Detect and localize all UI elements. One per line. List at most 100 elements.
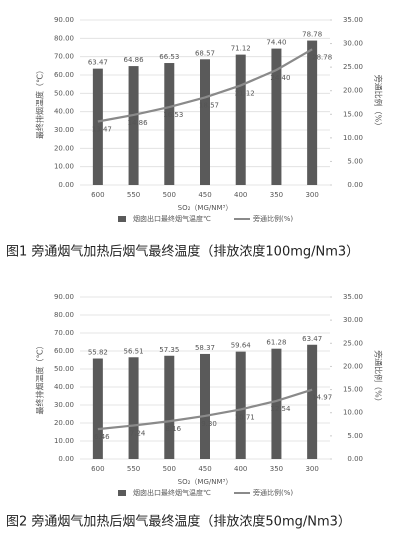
y2-tick-label: 0.00 bbox=[347, 181, 363, 189]
bar bbox=[200, 59, 210, 186]
bar-label: 66.53 bbox=[159, 53, 179, 61]
line-label: 8.16 bbox=[165, 425, 181, 433]
y2-axis-title: 旁通比例（%） bbox=[374, 350, 384, 406]
x-tick-label: 550 bbox=[127, 465, 140, 473]
x-tick-label: 500 bbox=[163, 465, 176, 473]
y-tick-label: 80.00 bbox=[54, 311, 74, 319]
x-tick-label: 500 bbox=[163, 191, 176, 199]
legend-label: 烟囱出口最终烟气温度℃ bbox=[133, 214, 211, 223]
line-label: 16.53 bbox=[163, 111, 183, 119]
y-tick-label: 30.00 bbox=[54, 126, 74, 134]
y-tick-label: 70.00 bbox=[54, 53, 74, 61]
bar-label: 57.35 bbox=[159, 346, 179, 354]
line-label: 18.57 bbox=[199, 101, 219, 109]
line bbox=[97, 388, 313, 431]
y-tick-label: 20.00 bbox=[54, 419, 74, 427]
line-label: 10.71 bbox=[235, 413, 255, 421]
bar-label: 59.64 bbox=[231, 342, 252, 350]
y2-tick-label: 5.00 bbox=[347, 157, 363, 165]
line-label: 14.86 bbox=[128, 119, 149, 127]
legend-label: 烟囱出口最终烟气温度℃ bbox=[133, 488, 211, 497]
y-tick-label: 90.00 bbox=[54, 293, 74, 301]
line-label: 12.54 bbox=[270, 405, 291, 413]
bar bbox=[92, 68, 103, 185]
legend-swatch bbox=[118, 216, 126, 222]
y2-tick-label: 25.00 bbox=[343, 63, 363, 71]
y2-tick-label: 10.00 bbox=[343, 134, 363, 142]
y2-tick-label: 30.00 bbox=[343, 316, 363, 324]
y-axis-title: 最终排烟温度（℃） bbox=[35, 66, 45, 139]
bar bbox=[235, 54, 246, 185]
bar-label: 74.40 bbox=[266, 39, 286, 47]
y-tick-label: 90.00 bbox=[54, 16, 74, 24]
line-label: 28.78 bbox=[312, 53, 332, 61]
line-label: 9.30 bbox=[201, 420, 217, 428]
y-tick-label: 50.00 bbox=[54, 89, 74, 97]
bar bbox=[307, 344, 318, 459]
x-tick-label: 350 bbox=[270, 191, 283, 199]
y2-tick-label: 15.00 bbox=[343, 110, 363, 118]
x-tick-label: 600 bbox=[91, 191, 104, 199]
x-tick-label: 350 bbox=[270, 465, 283, 473]
x-tick-label: 450 bbox=[198, 465, 211, 473]
x-axis-title: SO₂（MG/NM³） bbox=[178, 478, 233, 486]
x-tick-label: 450 bbox=[198, 191, 211, 199]
bar-label: 63.47 bbox=[302, 335, 322, 343]
y2-tick-label: 15.00 bbox=[343, 386, 363, 394]
legend-label: 旁通比例(%) bbox=[253, 488, 293, 497]
legend-swatch bbox=[118, 490, 126, 496]
y-tick-label: 50.00 bbox=[54, 365, 74, 373]
y2-axis-title: 旁通比例（%） bbox=[374, 75, 384, 131]
y-tick-label: 70.00 bbox=[54, 329, 74, 337]
y2-tick-label: 20.00 bbox=[343, 362, 363, 370]
y2-tick-label: 10.00 bbox=[343, 409, 363, 417]
bar-label: 58.37 bbox=[195, 344, 215, 352]
y-tick-label: 40.00 bbox=[54, 383, 74, 391]
y-tick-label: 0.00 bbox=[58, 455, 74, 463]
x-tick-label: 550 bbox=[127, 191, 140, 199]
y-tick-label: 30.00 bbox=[54, 401, 74, 409]
line-label: 7.24 bbox=[130, 429, 146, 437]
y-tick-label: 20.00 bbox=[54, 144, 74, 152]
bar bbox=[128, 357, 139, 459]
line-label: 14.97 bbox=[312, 394, 332, 402]
line bbox=[97, 48, 313, 123]
x-tick-label: 400 bbox=[234, 465, 247, 473]
caption: 图1 旁通烟气加热后烟气最终温度（排放浓度100mg/Nm3） bbox=[6, 244, 359, 260]
y2-tick-label: 35.00 bbox=[343, 16, 363, 24]
bar bbox=[307, 40, 318, 185]
line-label: 21.12 bbox=[235, 89, 255, 97]
line-label: 13.47 bbox=[92, 125, 112, 133]
y-axis-title: 最终排烟温度（℃） bbox=[35, 342, 45, 415]
bar-label: 71.12 bbox=[231, 45, 251, 53]
y2-tick-label: 20.00 bbox=[343, 87, 363, 95]
bar-label: 78.78 bbox=[302, 31, 322, 39]
x-tick-label: 300 bbox=[305, 191, 318, 199]
bar bbox=[200, 353, 210, 459]
bar-label: 56.51 bbox=[124, 347, 144, 355]
y-tick-label: 80.00 bbox=[54, 34, 74, 42]
y2-tick-label: 25.00 bbox=[343, 339, 363, 347]
y-tick-label: 40.00 bbox=[54, 108, 74, 116]
bar-label: 61.28 bbox=[266, 339, 286, 347]
y-tick-label: 60.00 bbox=[54, 347, 74, 355]
bar-label: 55.82 bbox=[88, 349, 108, 357]
bar-label: 63.47 bbox=[88, 59, 108, 67]
bar bbox=[271, 348, 282, 459]
y-tick-label: 60.00 bbox=[54, 71, 74, 79]
bar-label: 68.57 bbox=[195, 49, 215, 57]
bar bbox=[235, 351, 246, 459]
legend-label: 旁通比例(%) bbox=[253, 214, 293, 223]
y2-tick-label: 30.00 bbox=[343, 40, 363, 48]
bar bbox=[271, 48, 282, 185]
x-tick-label: 600 bbox=[91, 465, 104, 473]
line-label: 24.40 bbox=[270, 74, 290, 82]
y2-tick-label: 35.00 bbox=[343, 293, 363, 301]
y-tick-label: 10.00 bbox=[54, 163, 74, 171]
bar bbox=[164, 355, 175, 459]
y2-tick-label: 0.00 bbox=[347, 455, 363, 463]
line-label: 6.46 bbox=[94, 433, 110, 441]
x-tick-label: 300 bbox=[305, 465, 318, 473]
bar bbox=[128, 66, 139, 185]
